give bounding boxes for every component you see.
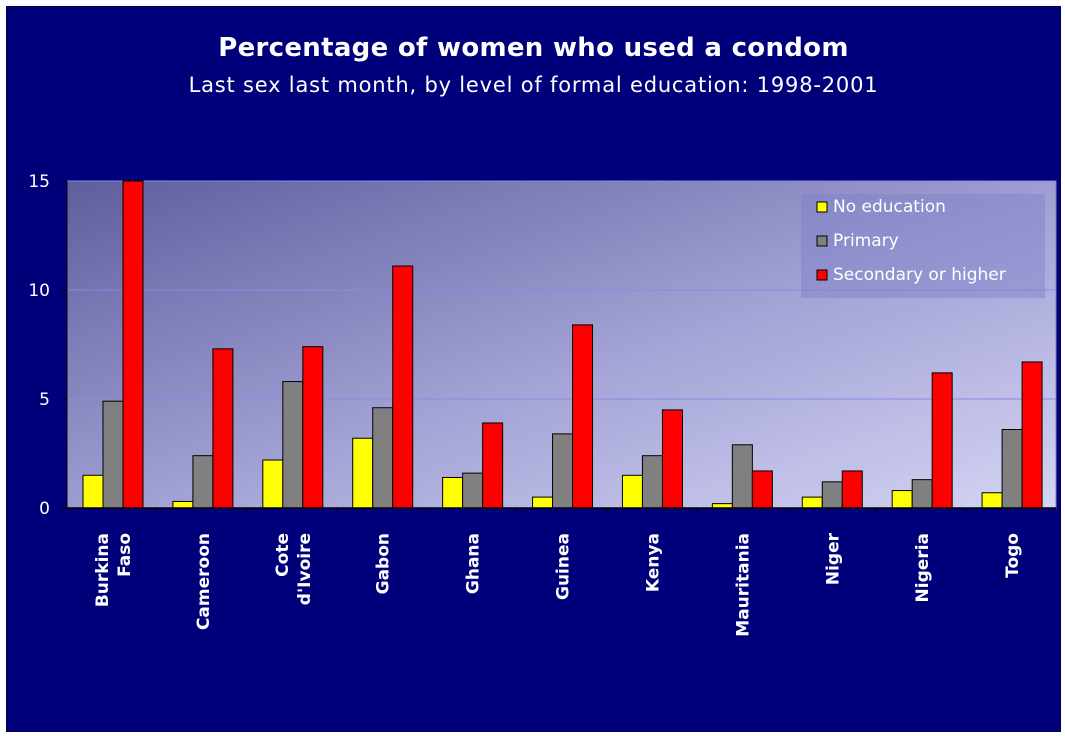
bar <box>751 470 773 509</box>
x-category-label-line: Burkina <box>93 533 113 607</box>
bar <box>841 470 863 509</box>
chart-title: Percentage of women who used a condom <box>218 33 849 63</box>
bar <box>282 381 304 509</box>
x-category-label: Cameroon <box>194 533 214 630</box>
legend-label: Primary <box>833 231 899 251</box>
x-category-label-line: Kenya <box>643 533 663 592</box>
legend-swatch <box>816 235 828 247</box>
bar <box>372 407 394 509</box>
x-category-label-line: Ghana <box>464 533 484 594</box>
bar <box>641 455 663 509</box>
x-category-label-line: Cameroon <box>194 533 214 630</box>
bar-chart: 0 5 10 15 Burkina Faso Cameroon Cote d'Ivoire Gab… <box>28 172 1057 637</box>
bar <box>1021 361 1043 509</box>
bar <box>352 437 374 509</box>
y-tick-label: 10 <box>28 281 50 301</box>
bar <box>731 444 753 509</box>
bar <box>661 409 683 509</box>
slide-background: Percentage of women who used a condom La… <box>6 6 1061 732</box>
y-tick-label: 0 <box>39 499 50 519</box>
bar <box>552 433 574 509</box>
chart-subtitle: Last sex last month, by level of formal … <box>188 73 879 97</box>
x-category-label: Ghana <box>464 533 484 594</box>
bar <box>482 422 504 509</box>
x-category-label-line: Cote <box>273 533 293 577</box>
bar <box>572 324 594 509</box>
legend-label: Secondary or higher <box>833 265 1006 285</box>
bar <box>442 476 464 509</box>
y-tick-label: 5 <box>39 390 50 410</box>
bar <box>1001 429 1023 509</box>
bar <box>462 472 484 509</box>
bar <box>302 346 324 509</box>
bar <box>801 496 823 509</box>
bar <box>821 481 843 509</box>
y-tick-label: 15 <box>28 172 50 192</box>
x-category-label-line: Guinea <box>554 533 574 600</box>
bar <box>102 400 124 509</box>
x-category-label: Togo <box>1003 533 1023 578</box>
x-category-label: Kenya <box>643 533 663 592</box>
bar <box>981 492 1003 509</box>
x-category-label-line: Faso <box>115 533 135 577</box>
bar <box>172 500 194 509</box>
bar <box>82 474 104 509</box>
bar <box>192 455 214 509</box>
x-category-label: Mauritania <box>733 533 753 637</box>
x-category-label-line: Mauritania <box>733 533 753 637</box>
x-category-label: Guinea <box>554 533 574 600</box>
bar <box>931 372 953 509</box>
legend-box <box>801 194 1045 298</box>
bar <box>891 490 913 509</box>
x-category-label-line: d'Ivoire <box>295 533 315 605</box>
x-category-label: Niger <box>823 532 843 585</box>
x-category-label: Burkina Faso <box>93 533 135 607</box>
x-category-label-line: Nigeria <box>913 533 933 602</box>
bar <box>212 348 234 509</box>
bar <box>262 459 284 509</box>
legend-label: No education <box>833 197 946 217</box>
bar <box>392 265 414 509</box>
x-category-label-line: Niger <box>823 532 843 585</box>
bar <box>122 180 144 509</box>
x-category-label-line: Gabon <box>374 533 394 594</box>
bar <box>532 496 554 509</box>
x-category-label-line: Togo <box>1003 533 1023 578</box>
x-category-label: Gabon <box>374 533 394 594</box>
x-category-label: Cote d'Ivoire <box>273 533 315 605</box>
legend-swatch <box>816 269 828 281</box>
bar <box>621 474 643 509</box>
bar <box>911 479 933 509</box>
x-category-label: Nigeria <box>913 533 933 602</box>
legend-swatch <box>816 201 828 213</box>
